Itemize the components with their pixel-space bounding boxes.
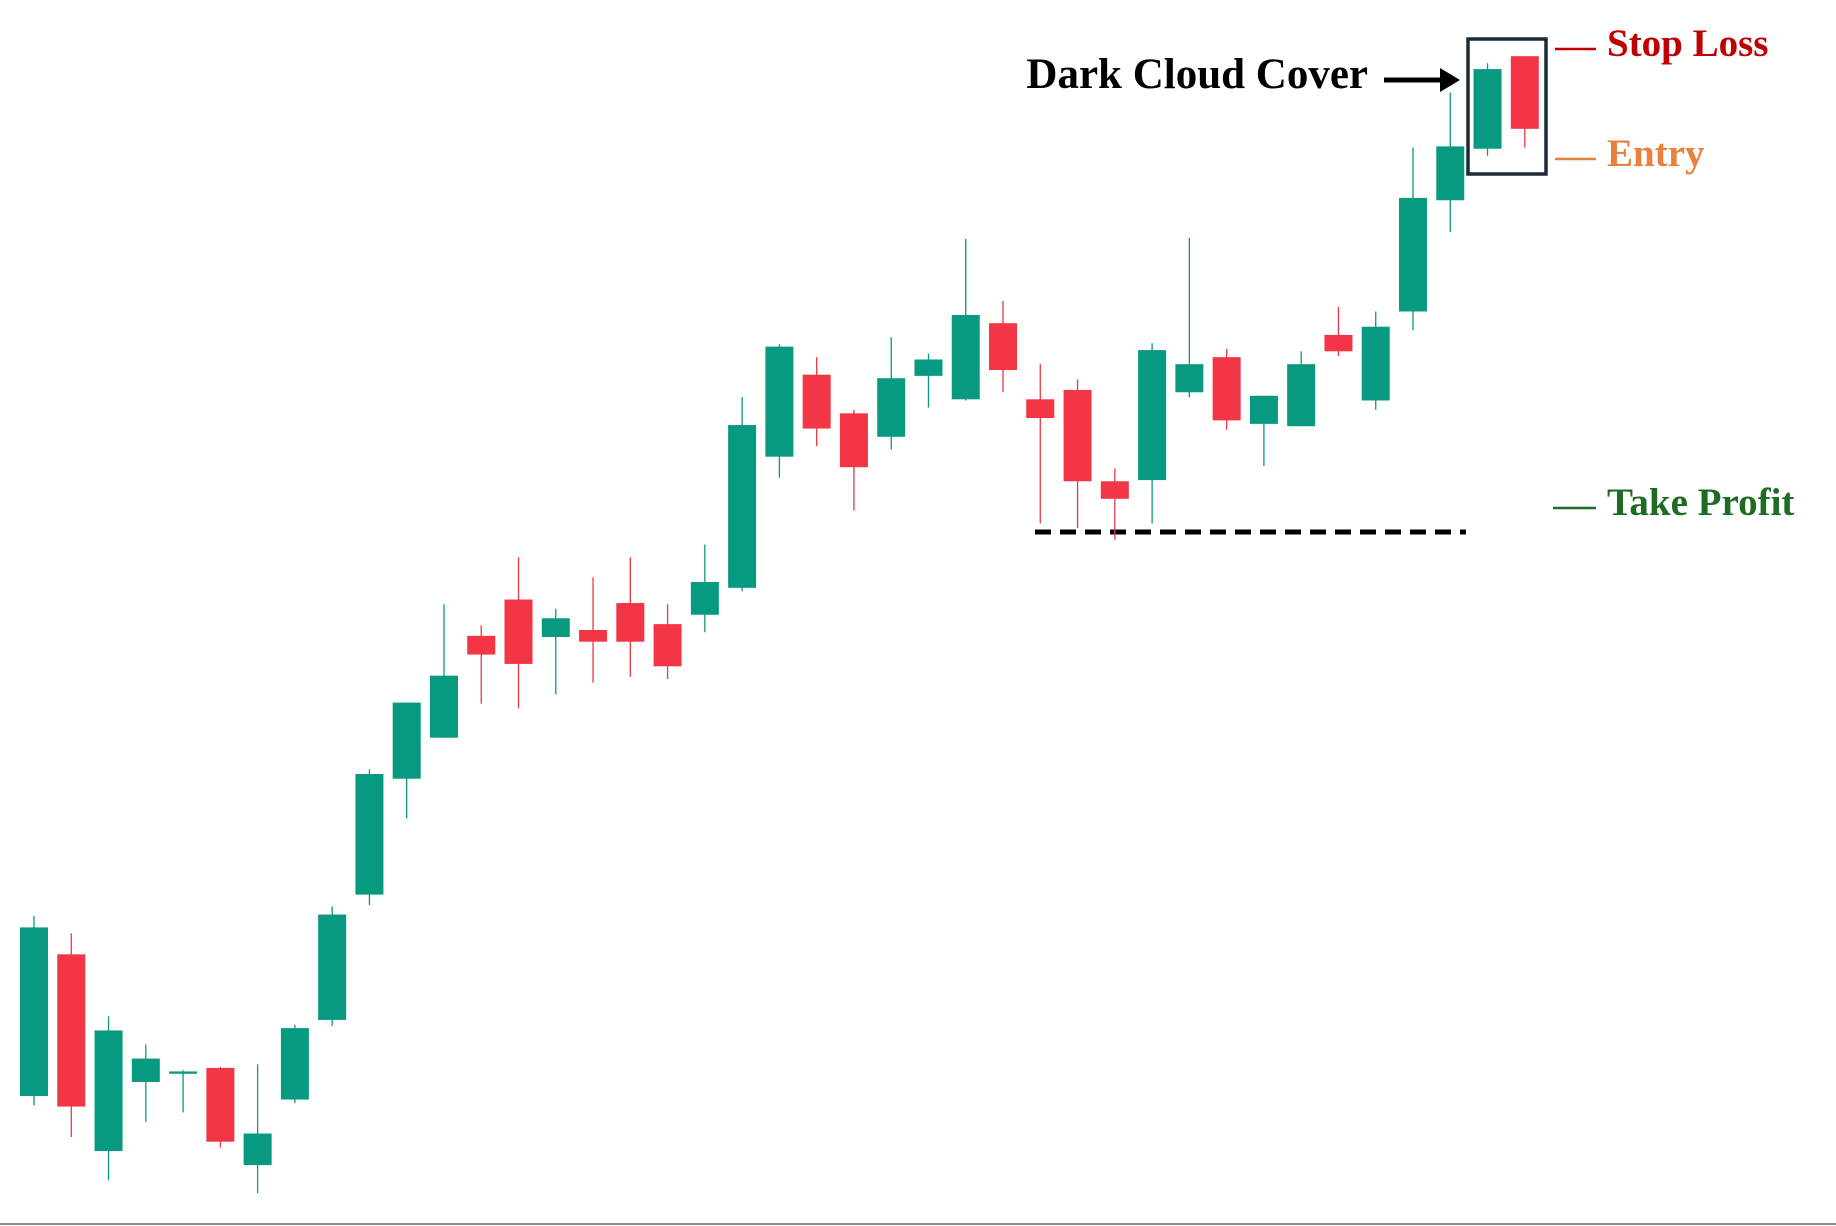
candle-body: [1361, 326, 1390, 401]
entry-label: Entry: [1607, 132, 1705, 175]
candle-body: [467, 635, 496, 655]
candle-body: [318, 914, 347, 1020]
candle-body: [1324, 334, 1353, 352]
candle-body: [1287, 364, 1316, 427]
pattern-label: Dark Cloud Cover: [1026, 51, 1368, 98]
candle-body: [914, 359, 943, 376]
candle-body: [877, 378, 906, 437]
candle-body: [839, 413, 868, 468]
pattern-box: [1466, 37, 1548, 176]
candle-body: [280, 1028, 309, 1100]
candle-body: [541, 618, 570, 638]
candle-body: [1026, 399, 1055, 419]
candle-body: [690, 581, 719, 615]
candle-body: [94, 1030, 123, 1152]
candle-body: [989, 323, 1018, 371]
candle-body: [20, 927, 48, 1097]
candle-body: [802, 374, 831, 429]
candle-body: [653, 624, 682, 667]
candle-body: [1249, 395, 1278, 424]
candle-body: [392, 702, 421, 779]
candle-body: [1473, 69, 1502, 149]
candle-body: [728, 425, 757, 588]
candle-body: [504, 599, 533, 664]
candle-body: [765, 346, 794, 457]
candle-body: [429, 675, 458, 738]
take-profit-label: Take Profit: [1607, 481, 1794, 524]
stop-loss-label: Stop Loss: [1607, 22, 1768, 65]
candle-body: [1063, 389, 1092, 482]
candle-body: [1510, 56, 1539, 129]
candle-body: [243, 1133, 272, 1166]
candle-body: [1175, 364, 1204, 393]
candle-body: [616, 603, 645, 642]
candle-body: [1100, 481, 1129, 499]
candle-body: [169, 1071, 198, 1074]
candle-body: [206, 1067, 235, 1142]
candle-body: [579, 629, 608, 642]
candle-body: [1436, 146, 1465, 201]
arrow-head: [1440, 68, 1460, 92]
candle-body: [1138, 350, 1167, 481]
candle-body: [951, 314, 980, 400]
candle-body: [1212, 357, 1241, 421]
candle-body: [57, 954, 86, 1107]
candle-body: [131, 1058, 160, 1082]
candle-body: [355, 774, 384, 895]
candle-body: [1398, 197, 1427, 312]
